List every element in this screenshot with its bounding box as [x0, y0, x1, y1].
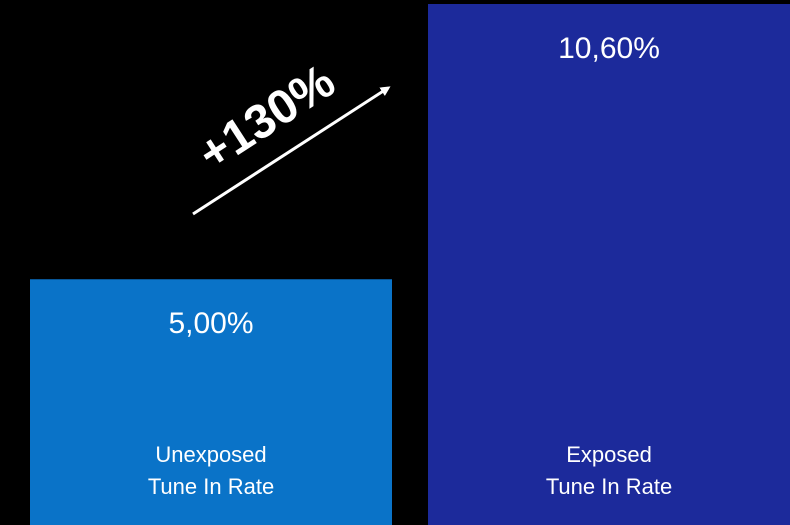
growth-arrow — [192, 86, 391, 216]
growth-annotation: +130% — [189, 55, 391, 216]
bar-unexposed — [30, 279, 392, 525]
labels-layer: 5,00% Unexposed Tune In Rate 10,60% Exposed T… — [148, 32, 672, 499]
growth-annotation-text: +130% — [189, 55, 344, 182]
value-label: 10,60% — [558, 32, 660, 65]
category-label: Tune In Rate — [546, 474, 672, 499]
category-label: Unexposed — [155, 442, 266, 467]
bars-layer — [30, 4, 790, 525]
category-label: Tune In Rate — [148, 474, 274, 499]
value-label: 5,00% — [168, 307, 253, 340]
bar-exposed — [428, 4, 790, 525]
category-label: Exposed — [566, 442, 652, 467]
